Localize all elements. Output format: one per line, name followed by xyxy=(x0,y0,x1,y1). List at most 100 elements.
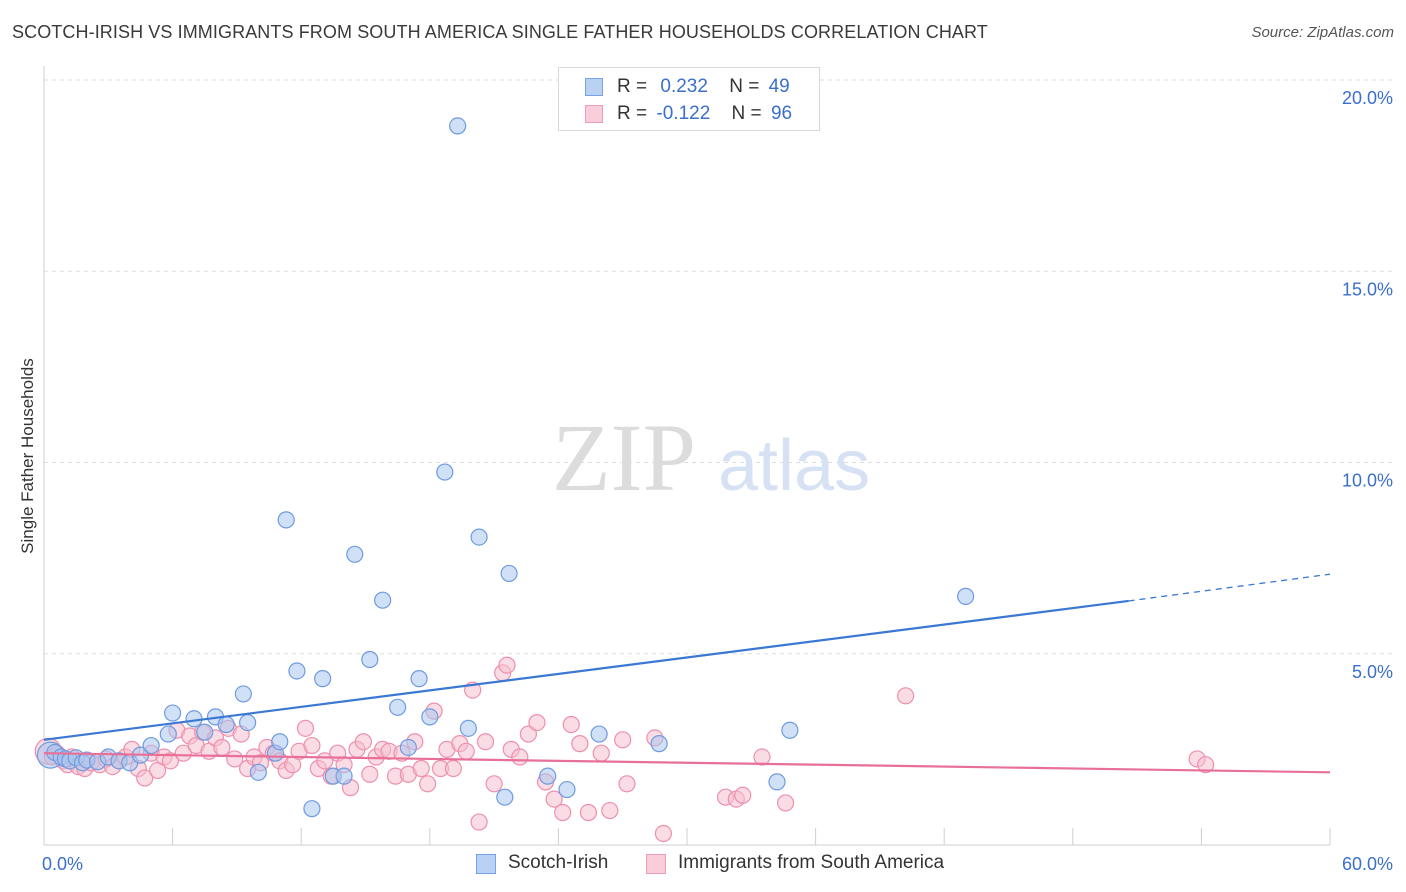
x-tick-label-min: 0.0% xyxy=(42,854,83,874)
scotch-irish-point xyxy=(159,725,177,743)
south-america-point xyxy=(528,713,546,732)
legend-r-label: R = xyxy=(617,103,648,124)
scotch-irish-point xyxy=(500,564,518,583)
south-america-point xyxy=(476,733,495,751)
scotch-irish-point xyxy=(314,670,332,688)
scotch-irish-point xyxy=(346,545,364,563)
legend-r-label: R = xyxy=(617,76,648,97)
scotch-irish-point xyxy=(590,725,608,743)
y-tick-label-2: 15.0% xyxy=(1342,279,1393,299)
south-america-point xyxy=(734,786,752,804)
legend-swatch-pink xyxy=(585,105,603,123)
scotch-irish-trend-extension xyxy=(1128,573,1331,602)
scotch-irish-trend-line xyxy=(43,599,1129,741)
legend-n-value: 49 xyxy=(768,76,790,97)
south-america-point xyxy=(1197,756,1215,774)
scotch-irish-point xyxy=(539,767,557,785)
south-america-point xyxy=(614,731,632,749)
scotch-irish-point xyxy=(249,763,267,781)
scotch-irish-point xyxy=(470,528,488,546)
south-america-point xyxy=(498,656,516,674)
south-america-point xyxy=(296,719,315,737)
bottom-legend-label: Immigrants from South America xyxy=(678,852,945,873)
watermark-zip: ZIP xyxy=(552,404,696,511)
scotch-irish-point xyxy=(957,587,975,605)
south-america-point xyxy=(511,748,529,766)
scotch-irish-point xyxy=(142,736,160,755)
scotch-irish-point xyxy=(374,591,392,609)
south-america-point xyxy=(470,813,488,831)
scotch-irish-point xyxy=(650,735,668,753)
axes xyxy=(43,66,1331,846)
watermark-atlas: atlas xyxy=(718,426,870,506)
scotch-irish-point xyxy=(288,662,306,680)
scotch-irish-point xyxy=(217,715,235,734)
south-america-point xyxy=(354,733,372,751)
scotch-irish-point xyxy=(410,670,428,688)
x-tick-label-max: 60.0% xyxy=(1342,854,1393,874)
scotch-irish-point xyxy=(399,738,417,757)
south-america-point xyxy=(592,744,610,762)
grid-lines xyxy=(44,79,1392,655)
scotch-irish-point xyxy=(436,463,454,481)
scotch-irish-point xyxy=(459,719,477,737)
scotch-irish-point xyxy=(496,788,514,806)
south-america-point xyxy=(654,824,673,843)
bottom-legend-swatch-pink xyxy=(646,854,666,874)
tick-labels: 5.0% 10.0% 15.0% 20.0% 0.0% 60.0% xyxy=(42,88,1393,874)
south-america-point xyxy=(303,736,321,755)
bottom-legend-label: Scotch-Irish xyxy=(508,852,609,873)
legend-n-label: N = xyxy=(731,103,762,124)
watermark: ZIP atlas xyxy=(552,404,870,511)
correlation-legend: R = 0.232 N = 49 R = -0.122 N = 96 xyxy=(558,67,820,131)
south-america-point xyxy=(618,775,636,793)
south-america-point xyxy=(213,738,231,757)
scotch-irish-point xyxy=(277,511,295,529)
scotch-irish-point xyxy=(234,685,252,703)
y-tick-label-1: 10.0% xyxy=(1342,471,1393,491)
scotch-irish-point xyxy=(335,767,353,785)
south-america-point xyxy=(579,803,598,822)
south-america-point xyxy=(562,715,580,734)
south-america-point xyxy=(419,775,437,793)
south-america-trend-line xyxy=(43,752,1331,774)
south-america-point xyxy=(174,744,192,762)
scotch-irish-point xyxy=(449,117,467,135)
scotch-irish-point xyxy=(185,710,203,728)
south-america-point xyxy=(601,801,619,820)
legend-r-value: -0.122 xyxy=(656,103,711,124)
scotch-irish-point xyxy=(421,708,439,726)
scotch-irish-point xyxy=(239,713,257,732)
south-america-point xyxy=(457,742,475,760)
y-tick-label-3: 20.0% xyxy=(1342,88,1393,108)
legend-r-value: 0.232 xyxy=(660,76,708,97)
legend-n-value: 96 xyxy=(770,103,793,124)
series-south-america-points xyxy=(34,656,1215,843)
south-america-point xyxy=(136,769,154,787)
south-america-point xyxy=(545,790,563,808)
south-america-point xyxy=(776,794,795,812)
series-scotch-irish-points xyxy=(36,117,975,818)
trend-lines xyxy=(43,573,1331,774)
south-america-point xyxy=(753,748,771,766)
south-america-point xyxy=(897,687,915,705)
scotch-irish-point xyxy=(389,698,407,716)
south-america-point xyxy=(161,752,180,770)
chart-title: SCOTCH-IRISH VS IMMIGRANTS FROM SOUTH AM… xyxy=(12,22,988,42)
legend-swatch-blue xyxy=(585,78,603,96)
south-america-point xyxy=(485,775,503,793)
scotch-irish-point xyxy=(164,704,182,722)
scotch-irish-point xyxy=(781,721,799,739)
source-credit: Source: ZipAtlas.com xyxy=(1251,24,1394,41)
south-america-point xyxy=(571,735,589,753)
y-tick-label-0: 5.0% xyxy=(1352,662,1393,682)
scotch-irish-point xyxy=(361,650,379,669)
south-america-point xyxy=(554,803,572,822)
south-america-point xyxy=(412,759,430,778)
y-axis-title: Single Father Households xyxy=(18,358,37,554)
bottom-legend-swatch-blue xyxy=(476,854,496,874)
scotch-irish-point xyxy=(303,800,321,818)
legend-n-label: N = xyxy=(729,76,760,97)
south-america-point xyxy=(361,765,379,783)
